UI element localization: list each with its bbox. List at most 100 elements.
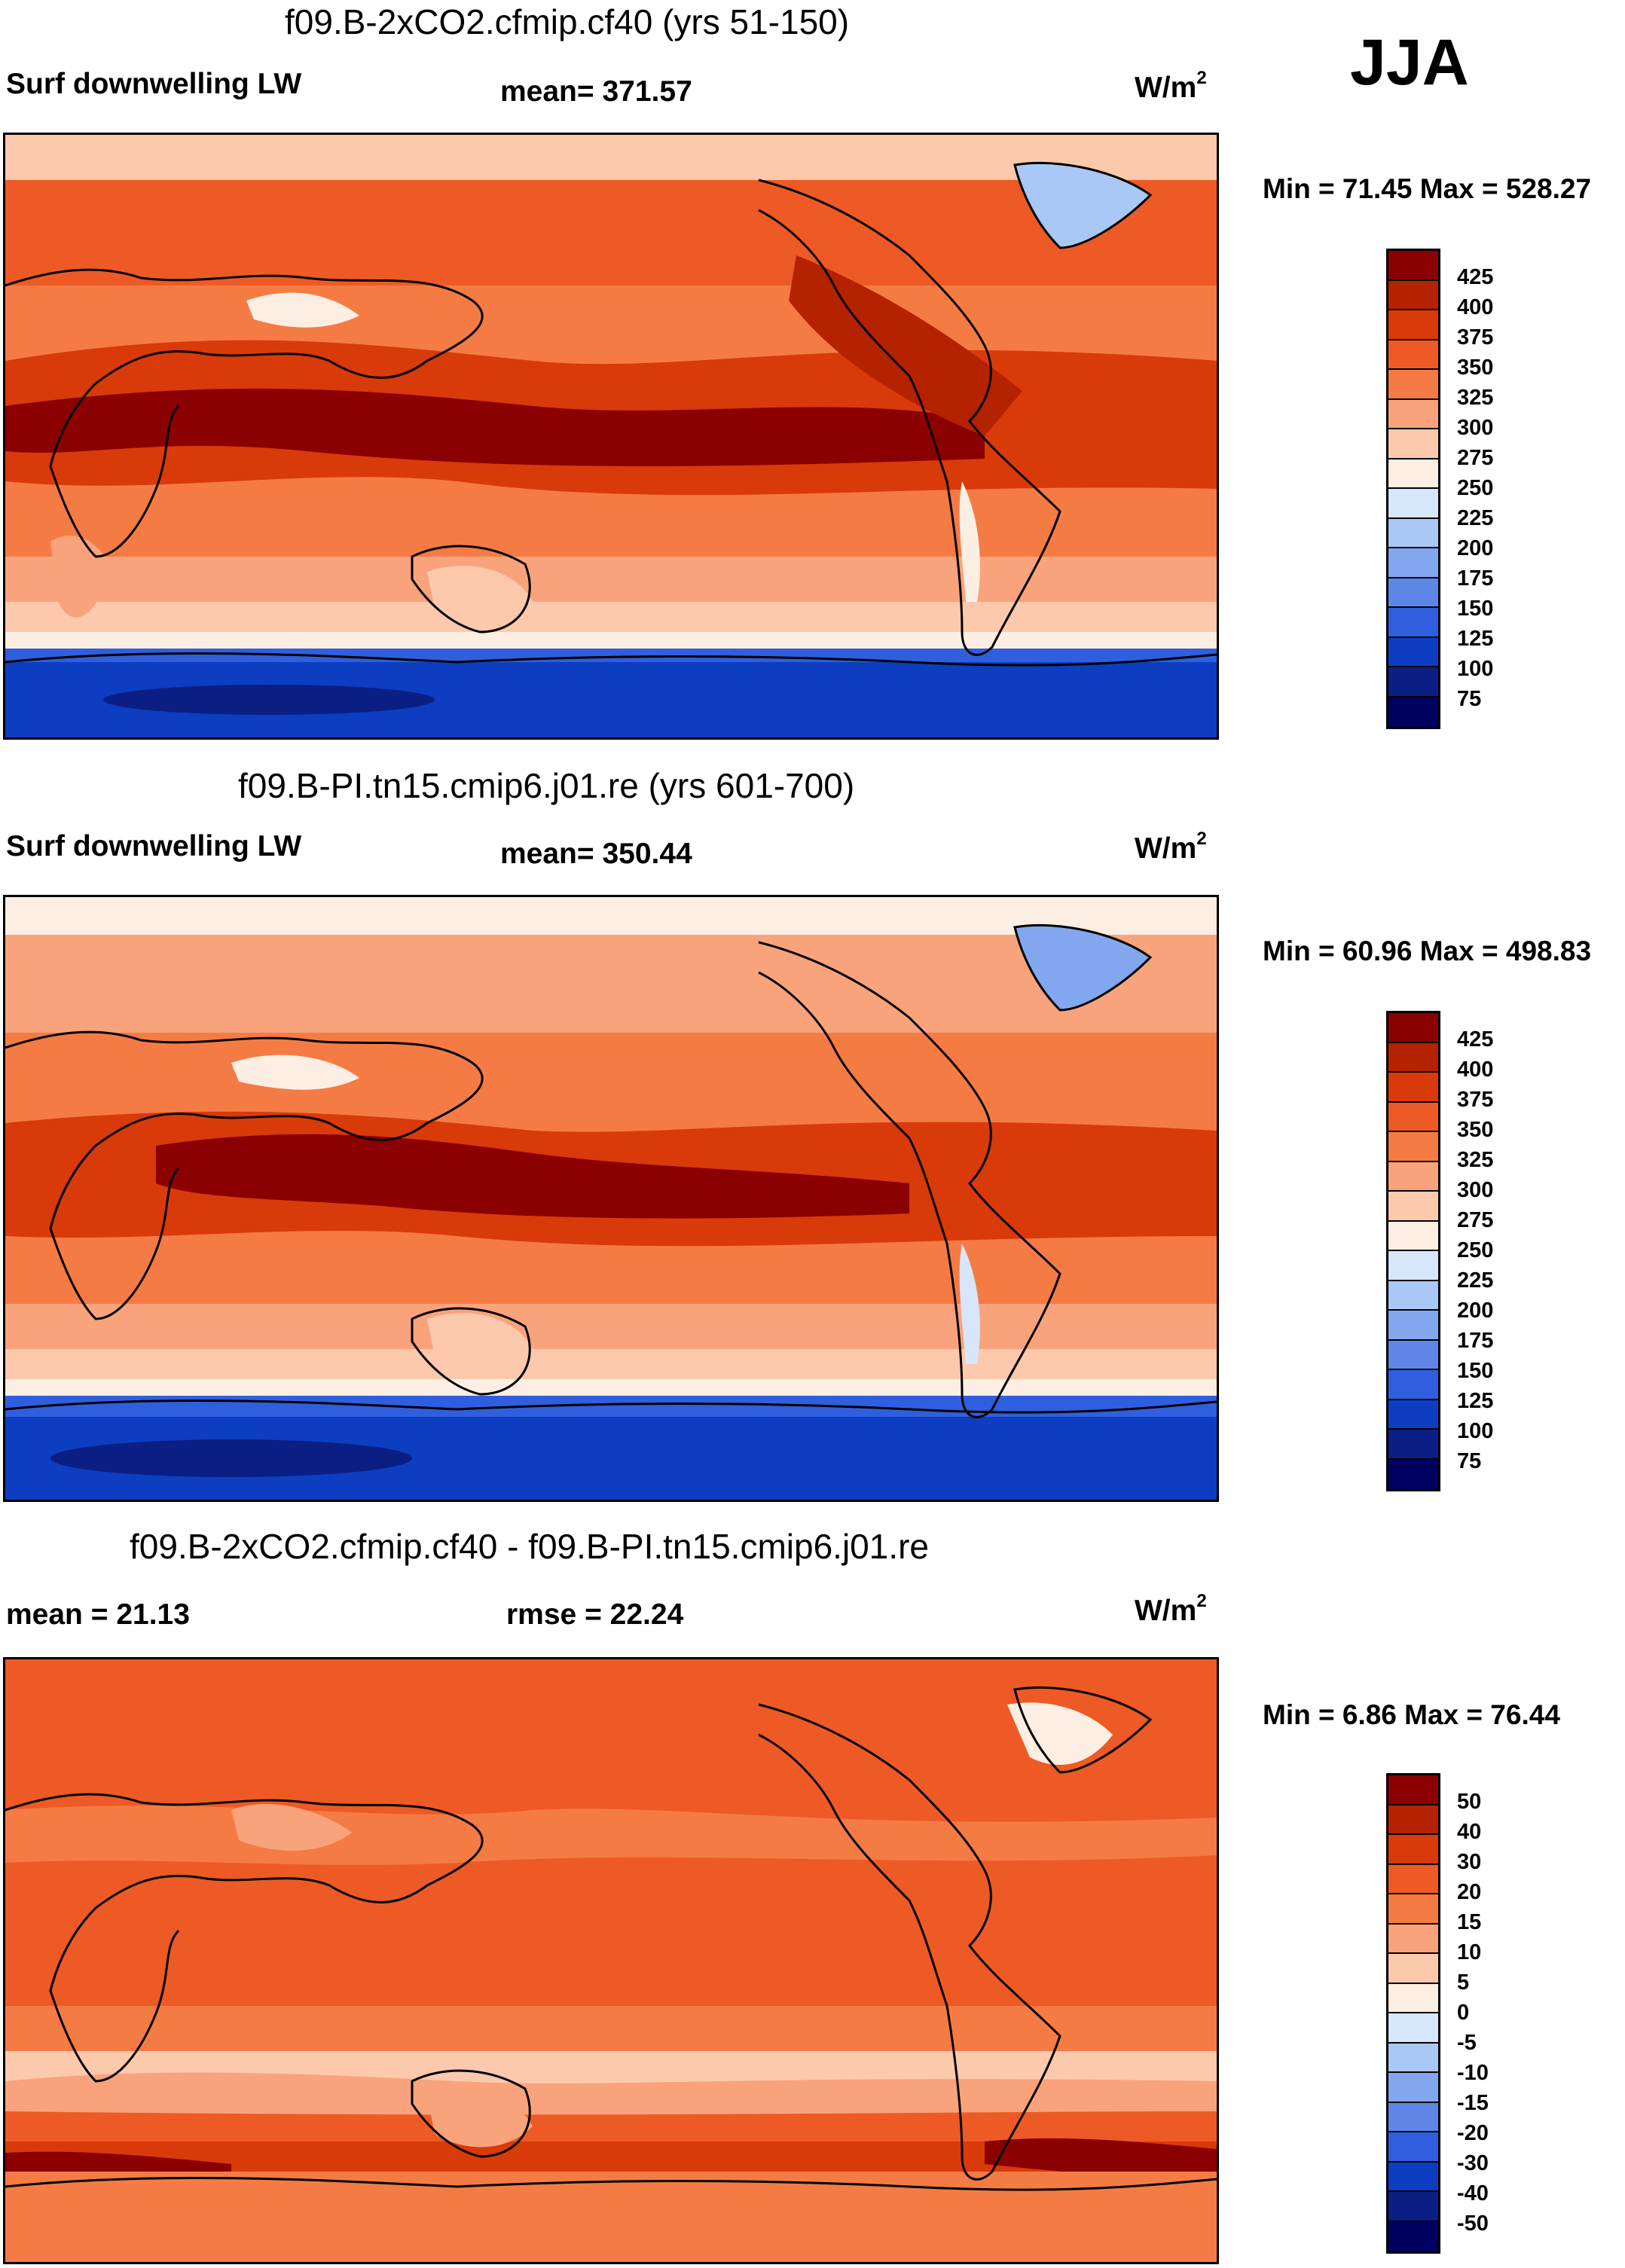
colorbar-tick-label: 200: [1457, 536, 1494, 560]
colorbar-tick-label: 425: [1457, 265, 1494, 289]
colorbar-tick-label: 125: [1457, 627, 1494, 651]
colorbar-cell: [1388, 1221, 1438, 1251]
panel1-colorbar: [1386, 249, 1440, 729]
colorbar-cell: [1388, 1132, 1438, 1162]
colorbar-tick-label: 225: [1457, 1268, 1494, 1293]
panel2-minmax: Min = 60.96 Max = 498.83: [1263, 936, 1592, 966]
panel2-mean-label: mean= 350.44: [500, 838, 692, 870]
colorbar-cell: [1388, 667, 1438, 697]
colorbar-cell: [1388, 2192, 1438, 2222]
colorbar-cell: [1388, 2221, 1438, 2251]
colorbar-tick-label: 300: [1457, 1178, 1494, 1202]
colorbar-cell: [1388, 1161, 1438, 1192]
panel1-mean-label: mean= 371.57: [500, 75, 692, 108]
colorbar-cell: [1388, 1805, 1438, 1835]
colorbar-cell: [1388, 2132, 1438, 2163]
colorbar-tick-label: 5: [1457, 1970, 1470, 1995]
colorbar-tick-label: 10: [1457, 1940, 1482, 1964]
colorbar-tick-label: 275: [1457, 1208, 1494, 1232]
colorbar-tick-label: 225: [1457, 506, 1494, 530]
colorbar-tick-label: 325: [1457, 386, 1494, 410]
colorbar-cell: [1388, 1775, 1438, 1806]
colorbar-cell: [1388, 399, 1438, 429]
colorbar-cell: [1388, 1954, 1438, 1984]
panel3-minmax: Min = 6.86 Max = 76.44: [1263, 1699, 1560, 1730]
colorbar-tick-label: -10: [1457, 2061, 1489, 2085]
colorbar-cell: [1388, 1013, 1438, 1043]
colorbar-tick-label: -20: [1457, 2121, 1489, 2145]
colorbar-tick-label: 50: [1457, 1790, 1482, 1814]
colorbar-cell: [1388, 1864, 1438, 1894]
panel2-map: [3, 895, 1219, 1502]
colorbar-tick-label: 375: [1457, 325, 1494, 350]
panel3-mean-label: mean = 21.13: [6, 1598, 190, 1631]
colorbar-cell: [1388, 2043, 1438, 2073]
panel1-map: [3, 133, 1219, 740]
colorbar-cell: [1388, 1835, 1438, 1865]
colorbar-cell: [1388, 2073, 1438, 2103]
colorbar-tick-label: 150: [1457, 597, 1494, 621]
panel2-variable-label: Surf downwelling LW: [6, 830, 302, 862]
colorbar-tick-label: -40: [1457, 2181, 1489, 2205]
colorbar-tick-label: -50: [1457, 2212, 1489, 2236]
colorbar-tick-label: 175: [1457, 566, 1494, 591]
colorbar-cell: [1388, 2102, 1438, 2132]
panel1-field: [5, 135, 1217, 737]
colorbar-cell: [1388, 1459, 1438, 1489]
colorbar-cell: [1388, 459, 1438, 489]
colorbar-cell: [1388, 370, 1438, 400]
colorbar-tick-label: -30: [1457, 2151, 1489, 2175]
panel1-minmax: Min = 71.45 Max = 528.27: [1263, 173, 1592, 204]
colorbar-tick-label: 325: [1457, 1148, 1494, 1172]
colorbar-tick-label: 350: [1457, 1118, 1494, 1142]
colorbar-cell: [1388, 1042, 1438, 1073]
colorbar-tick-label: 40: [1457, 1820, 1482, 1844]
panel3-case-title: f09.B-2xCO2.cfmip.cf40 - f09.B-PI.tn15.c…: [130, 1527, 930, 1566]
colorbar-cell: [1388, 429, 1438, 459]
colorbar-cell: [1388, 280, 1438, 310]
season-label: JJA: [1350, 26, 1469, 99]
colorbar-cell: [1388, 1983, 1438, 2013]
colorbar-tick-label: 75: [1457, 1449, 1482, 1473]
colorbar-tick-label: 175: [1457, 1329, 1494, 1353]
panel2-case-title: f09.B-PI.tn15.cmip6.j01.re (yrs 601-700): [238, 766, 855, 805]
panel3-field: [5, 1659, 1217, 2262]
colorbar-cell: [1388, 1924, 1438, 1954]
panel2-field: [5, 897, 1217, 1500]
colorbar-tick-label: 125: [1457, 1389, 1494, 1413]
colorbar-cell: [1388, 548, 1438, 578]
colorbar-cell: [1388, 697, 1438, 727]
colorbar-cell: [1388, 1370, 1438, 1400]
colorbar-cell: [1388, 1894, 1438, 1925]
colorbar-tick-label: 300: [1457, 416, 1494, 440]
colorbar-tick-label: 150: [1457, 1359, 1494, 1383]
colorbar-cell: [1388, 637, 1438, 667]
colorbar-tick-label: 250: [1457, 1238, 1494, 1262]
panel3-rmse-label: rmse = 22.24: [506, 1598, 684, 1631]
colorbar-tick-label: 0: [1457, 2001, 1470, 2025]
panel3-units: W/m2: [1135, 1591, 1207, 1627]
colorbar-cell: [1388, 340, 1438, 370]
colorbar-tick-label: 375: [1457, 1088, 1494, 1112]
colorbar-tick-label: 15: [1457, 1910, 1482, 1934]
colorbar-tick-label: 200: [1457, 1299, 1494, 1323]
colorbar-tick-label: 75: [1457, 687, 1482, 711]
colorbar-tick-label: 350: [1457, 356, 1494, 380]
colorbar-tick-label: 275: [1457, 446, 1494, 470]
colorbar-tick-label: 100: [1457, 1419, 1494, 1443]
colorbar-tick-label: 20: [1457, 1880, 1482, 1904]
panel2-units: W/m2: [1135, 829, 1207, 865]
colorbar-cell: [1388, 1311, 1438, 1341]
colorbar-cell: [1388, 1073, 1438, 1103]
colorbar-tick-label: 400: [1457, 1058, 1494, 1082]
colorbar-cell: [1388, 2013, 1438, 2044]
panel1-units: W/m2: [1135, 68, 1207, 104]
colorbar-cell: [1388, 251, 1438, 281]
colorbar-tick-label: -15: [1457, 2091, 1489, 2115]
panel3-colorbar: [1386, 1773, 1440, 2254]
colorbar-cell: [1388, 310, 1438, 340]
panel1-case-title: f09.B-2xCO2.cfmip.cf40 (yrs 51-150): [285, 2, 850, 41]
colorbar-cell: [1388, 489, 1438, 519]
colorbar-tick-label: -5: [1457, 2031, 1477, 2055]
colorbar-tick-label: 400: [1457, 295, 1494, 319]
